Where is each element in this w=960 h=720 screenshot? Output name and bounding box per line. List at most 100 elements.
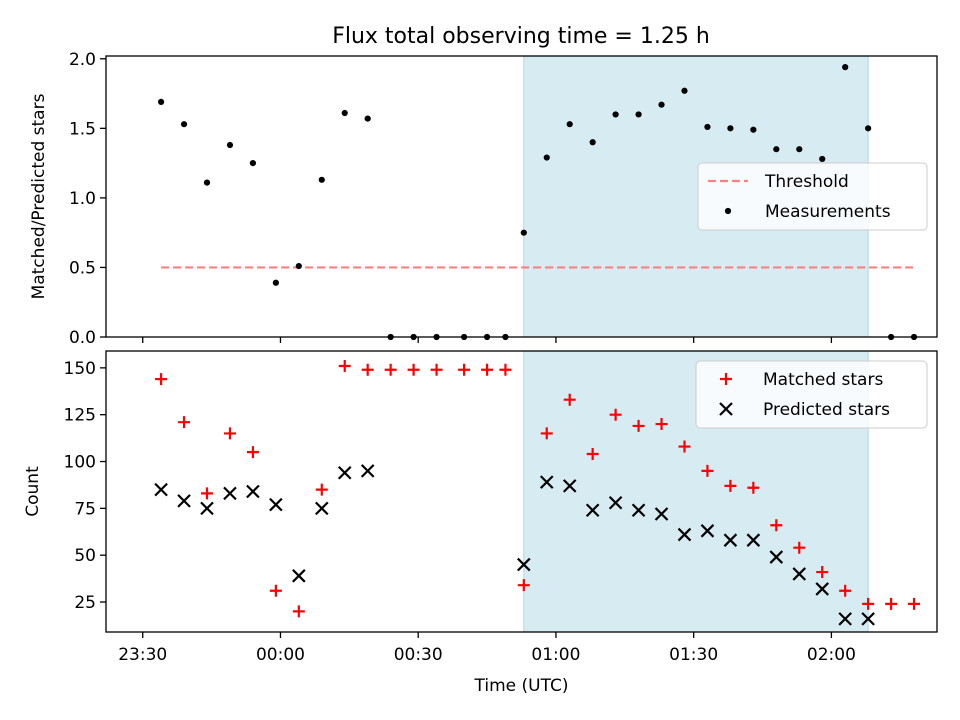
predicted-star-point xyxy=(654,507,669,521)
y-axis-label: Count xyxy=(23,466,43,517)
predicted-star-point xyxy=(200,501,214,516)
measurement-point xyxy=(727,125,734,132)
measurement-point xyxy=(203,179,211,186)
legend: Matched stars Predicted stars xyxy=(695,360,928,429)
matched-star-point xyxy=(361,363,374,376)
measurement-point xyxy=(842,64,849,71)
measurement-point xyxy=(681,87,688,94)
chart-title: Flux total observing time = 1.25 h xyxy=(332,24,710,49)
predicted-star-point xyxy=(677,527,692,542)
y-tick-label: 0.0 xyxy=(69,328,96,348)
matched-star-point xyxy=(862,597,875,610)
predicted-star-point xyxy=(223,486,237,501)
top-panel-ratio: 0.0 0.5 1.0 1.5 2.0 Matched/Predicted stars Th… xyxy=(29,50,938,348)
legend-box xyxy=(697,162,928,231)
matched-star-point xyxy=(178,416,191,429)
matched-star-point xyxy=(770,519,783,532)
x-tick-label: 01:00 xyxy=(531,645,580,665)
predicted-star-point xyxy=(861,612,875,626)
measurement-point xyxy=(704,123,711,131)
matched-star-point xyxy=(586,448,599,461)
measurement-point xyxy=(520,229,527,236)
matched-star-point xyxy=(269,584,282,597)
predicted-star-point xyxy=(292,569,306,583)
y-axis-label: Matched/Predicted stars xyxy=(29,93,49,299)
legend-label: Measurements xyxy=(765,202,891,222)
predicted-star-point xyxy=(360,464,375,478)
predicted-star-point xyxy=(746,533,761,547)
legend: Threshold Measurements xyxy=(697,162,928,231)
matched-star-point xyxy=(155,373,168,386)
axes-frame xyxy=(105,55,938,338)
predicted-star-point xyxy=(337,465,352,480)
predicted-star-point xyxy=(585,503,600,518)
measurement-point xyxy=(341,109,348,117)
predicted-star-point xyxy=(517,557,531,572)
predicted-star-point xyxy=(269,497,283,512)
measurement-point xyxy=(658,101,665,108)
y-tick-label: 100 xyxy=(64,453,96,473)
matched-star-point xyxy=(430,363,443,376)
matched-star-point xyxy=(816,566,829,579)
measurement-point xyxy=(157,98,165,106)
bottom-panel-counts: 25 50 75 100 125 150 23:30 00:00 00:30 01:00 01:30… xyxy=(23,350,938,696)
matched-star-point xyxy=(655,418,668,431)
matched-star-point xyxy=(517,579,530,592)
measurement-point xyxy=(543,154,550,161)
matched-star-point xyxy=(338,359,351,372)
matched-star-point xyxy=(201,487,214,500)
matched-star-point xyxy=(458,363,471,376)
measurement-point xyxy=(635,111,642,118)
matched-star-point xyxy=(540,427,553,440)
measurement-point xyxy=(865,125,872,132)
x-tick-label: 23:30 xyxy=(118,645,167,665)
measurement-point xyxy=(226,141,234,149)
matched-star-point xyxy=(384,363,397,376)
matched-star-point xyxy=(499,363,512,376)
legend-label: Threshold xyxy=(764,172,849,192)
predicted-star-point xyxy=(562,479,577,493)
matched-star-point xyxy=(609,408,622,421)
measurement-point xyxy=(796,146,803,153)
x-tick-label: 01:30 xyxy=(669,645,718,665)
y-tick-label: 0.5 xyxy=(69,258,96,278)
predicted-star-point xyxy=(631,503,646,518)
measurement-point xyxy=(249,160,257,167)
legend-matched-swatch xyxy=(720,373,732,385)
matched-star-point xyxy=(292,605,305,618)
y-tick-label: 125 xyxy=(64,406,96,426)
x-axis-label: Time (UTC) xyxy=(474,676,569,696)
predicted-star-point xyxy=(539,475,554,489)
measurement-point xyxy=(180,121,188,128)
y-tick-label: 2.0 xyxy=(69,50,96,70)
y-tick-label: 150 xyxy=(64,359,96,379)
predicted-star-point xyxy=(177,494,191,508)
y-tick-label: 75 xyxy=(74,499,96,519)
measurement-point xyxy=(773,146,780,153)
predicted-star-point xyxy=(154,482,168,497)
y-tick-label: 1.5 xyxy=(69,119,96,139)
x-tick-label: 00:00 xyxy=(256,645,305,665)
predicted-star-point xyxy=(723,533,738,547)
legend-measurement-swatch xyxy=(724,207,732,215)
legend-label: Matched stars xyxy=(763,370,883,390)
predicted-star-point xyxy=(608,495,623,510)
legend-label: Predicted stars xyxy=(763,400,890,420)
matched-star-point xyxy=(407,363,420,376)
axes-frame xyxy=(105,350,938,633)
measurement-point xyxy=(272,279,279,286)
matched-star-point xyxy=(724,479,737,492)
predicted-star-point xyxy=(315,501,329,516)
matched-star-point xyxy=(793,541,806,554)
y-tick-label: 50 xyxy=(74,546,96,566)
matched-star-point xyxy=(747,481,760,494)
matched-star-point xyxy=(223,427,236,440)
y-tick-label: 25 xyxy=(74,593,96,613)
legend-predicted-swatch xyxy=(719,402,733,416)
measurement-point xyxy=(295,262,302,270)
measurement-point xyxy=(364,115,371,122)
matched-star-point xyxy=(481,363,494,376)
measurement-point xyxy=(589,139,596,146)
predicted-star-point xyxy=(792,567,807,581)
